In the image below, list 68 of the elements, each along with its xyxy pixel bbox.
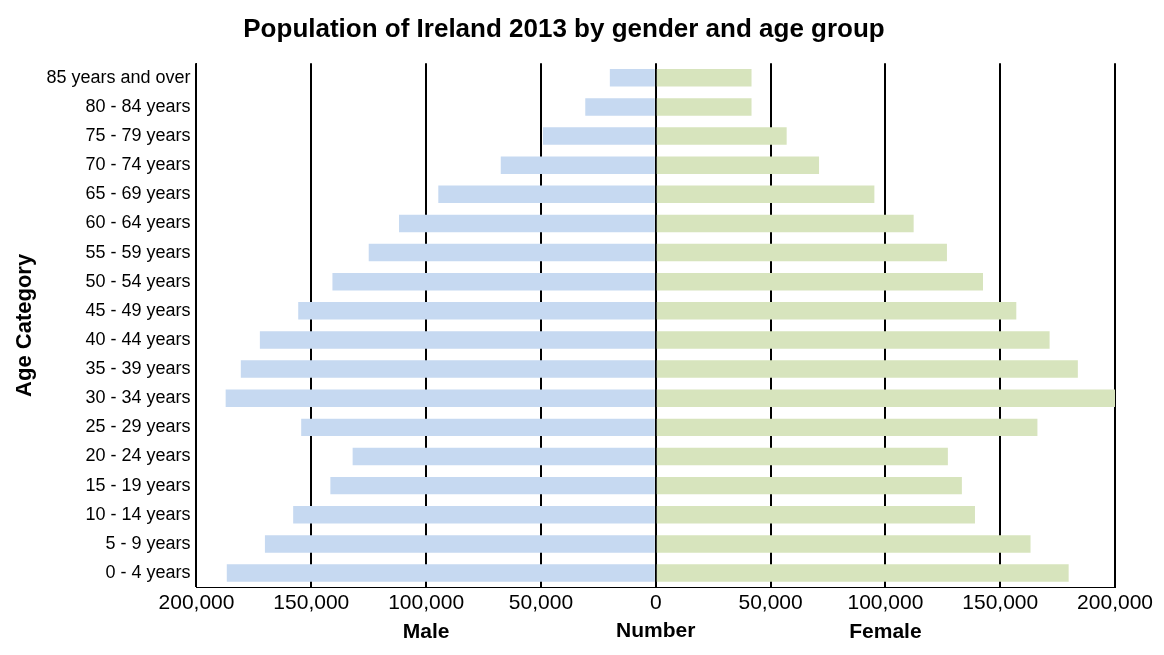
x-tick-label: 0 [649,590,662,613]
bar [656,564,1069,582]
bar [656,272,983,291]
bar [656,243,947,262]
bar [656,156,820,174]
bar [301,418,655,437]
y-tick-label: 50 - 54 years [85,270,191,291]
bar [656,389,1116,407]
x-tick-label: 150,000 [962,590,1039,613]
y-tick-label: 80 - 84 years [85,95,191,116]
bar [656,476,962,495]
bar [500,156,655,174]
y-tick-label: 20 - 24 years [85,445,191,466]
chart-title: Population of Ireland 2013 by gender and age group [243,12,885,43]
y-tick-label: 0 - 4 years [105,562,191,582]
bar [656,302,1017,320]
x-tick-label: 200,000 [158,590,235,613]
y-tick-label: 5 - 9 years [105,532,191,553]
bar [656,506,975,524]
bar [656,185,875,204]
x-tick-label: 100,000 [847,590,924,613]
bar [656,360,1078,378]
text: Male [402,619,450,642]
bar [656,214,914,233]
y-tick-label: 40 - 44 years [85,328,191,349]
bar [543,127,655,145]
bar [293,506,655,524]
bar [368,243,655,262]
bar [264,535,655,553]
bar [259,331,655,349]
bar [399,214,655,233]
bar [656,98,752,116]
bar [609,69,655,87]
y-tick-label: 55 - 59 years [85,241,191,262]
bar [438,185,655,204]
y-tick-label: 30 - 34 years [85,387,191,408]
y-tick-label: 10 - 14 years [85,503,191,524]
x-tick-label: 50,000 [738,590,803,613]
bar [656,447,948,466]
y-tick-label: 15 - 19 years [85,474,191,495]
y-tick-label: 70 - 74 years [85,154,191,175]
x-tick-label: 200,000 [1077,590,1154,613]
bar [656,535,1031,553]
x-tick-label: 100,000 [388,590,465,613]
y-tick-label: 35 - 39 years [85,358,191,379]
bar [585,98,655,116]
y-tick-label: 65 - 69 years [85,183,191,204]
y-tick-label: 60 - 64 years [85,212,191,233]
x-axis-title: Number [616,618,696,642]
bar [352,447,655,466]
bar [330,476,655,495]
bar [656,418,1038,437]
x-tick-label: 150,000 [273,590,350,613]
bar [298,302,655,320]
bar [225,389,655,407]
bar [240,360,655,378]
text: Female [849,619,922,642]
y-tick-label: 75 - 79 years [85,125,191,145]
y-tick-label: 25 - 29 years [85,416,191,437]
y-axis-title: Age Category [11,253,37,397]
y-tick-label: 45 - 49 years [85,299,191,320]
bar [656,331,1050,349]
x-tick-label: 50,000 [508,590,574,613]
bar [226,564,655,582]
bar [656,69,752,87]
y-tick-label: 85 years and over [46,66,191,87]
bar [332,272,655,291]
bar [656,127,787,145]
